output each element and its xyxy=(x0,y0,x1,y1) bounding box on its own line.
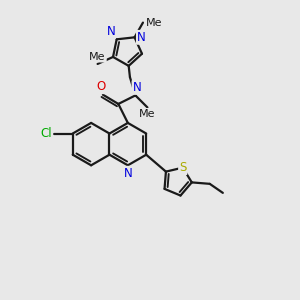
Text: S: S xyxy=(179,161,187,174)
Text: N: N xyxy=(137,31,146,44)
Text: N: N xyxy=(106,25,115,38)
Text: O: O xyxy=(97,80,106,93)
Text: Me: Me xyxy=(146,18,162,28)
Text: Cl: Cl xyxy=(40,127,52,140)
Text: N: N xyxy=(133,81,141,94)
Text: N: N xyxy=(124,167,132,180)
Text: Me: Me xyxy=(139,109,156,119)
Text: Me: Me xyxy=(89,52,106,61)
